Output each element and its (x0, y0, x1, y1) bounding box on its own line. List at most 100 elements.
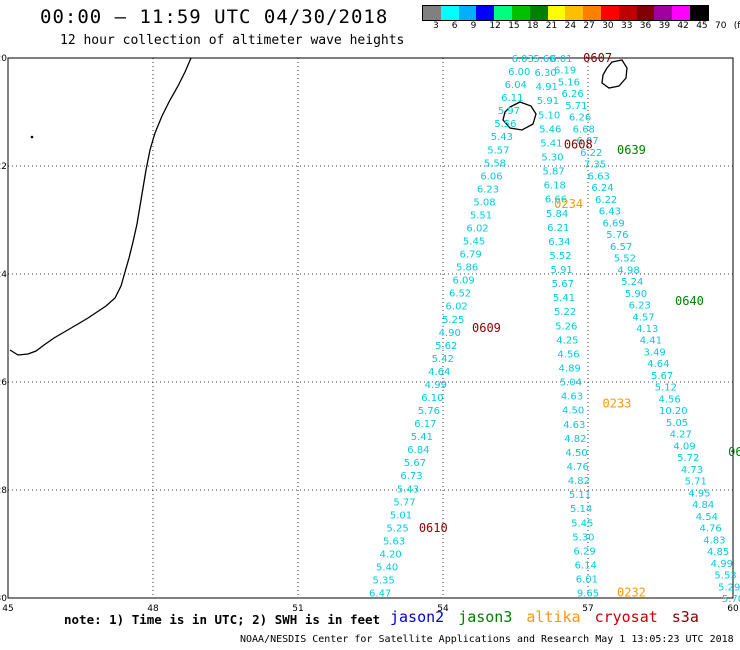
wave-height-value: 6.02 (446, 302, 468, 313)
scale-label: 39 (658, 21, 671, 31)
wave-height-value: 5.67 (552, 279, 574, 290)
scale-label: 15 (508, 21, 520, 31)
lon-tick-label: 48 (147, 604, 159, 614)
track-altika-0234-0233-0232: 5.68 6.30 4.91 5.91 5.10 5.46 5.41 5.30 5.87 6.18… (533, 54, 599, 600)
scale-swatch (529, 6, 548, 20)
wave-height-value: 4.91 (536, 82, 558, 93)
wave-height-value: 5.70 (722, 594, 740, 605)
wave-height-value: 4.85 (707, 547, 729, 558)
wave-height-value: 5.58 (484, 158, 506, 169)
scale-label: (ft) (733, 21, 740, 31)
wave-height-value: 5.11 (569, 490, 591, 501)
wave-height-value: 6.52 (449, 289, 471, 300)
wave-height-value: 5.76 (606, 230, 628, 241)
wave-height-value: 4.99 (425, 380, 447, 391)
wave-height-value: 6.69 (603, 218, 625, 229)
wave-height-value: 4.83 (703, 535, 725, 546)
wave-height-value: 5.25 (386, 523, 408, 534)
wave-height-value: 5.68 (533, 54, 555, 65)
footer-credit: NOAA/NESDIS Center for Satellite Applica… (240, 634, 734, 645)
wave-height-value: 6.02 (466, 224, 488, 235)
scale-swatch (511, 6, 530, 20)
scale-swatch (654, 6, 673, 20)
scale-swatch (547, 6, 566, 20)
wave-height-value: 5.24 (621, 277, 643, 288)
wave-height-value: 6.57 (610, 242, 632, 253)
pass-label: 0233 (603, 397, 632, 411)
wave-height-value: 5.04 (560, 378, 582, 389)
wave-height-value: 6.18 (544, 181, 566, 192)
wave-height-value: 6.11 (501, 93, 523, 104)
wave-height-value: 4.76 (699, 524, 721, 535)
wave-height-value: 6.26 (569, 113, 591, 124)
wave-height-value: 6.30 (535, 68, 557, 79)
wave-height-value: 5.91 (537, 96, 559, 107)
wave-height-value: 6.01 (550, 54, 572, 65)
wave-height-value: 6.19 (554, 66, 576, 77)
altimeter-tracks: 6.03 6.00 6.04 6.11 5.97 5.56 5.43 5.57 5.58 6.06… (369, 54, 740, 605)
legend-item-s3a: s3a (671, 608, 699, 626)
wave-height-value: 5.71 (565, 101, 587, 112)
wave-height-value: 5.77 (393, 497, 415, 508)
scale-swatch (476, 6, 495, 20)
wave-height-value: 5.46 (539, 124, 561, 135)
pass-labels: 0607 0608 0639 0234 0640 0609 0233 0641 0610 0232 (419, 51, 740, 600)
wave-height-value: 5.42 (432, 354, 454, 365)
wave-height-value: 5.41 (411, 432, 433, 443)
scale-label: 12 (489, 21, 501, 31)
wave-height-value: 5.52 (549, 251, 571, 262)
wave-height-value: 5.41 (553, 293, 575, 304)
wave-height-value: 4.56 (658, 394, 680, 405)
wave-height-value: 5.26 (555, 321, 577, 332)
wave-height-value: 6.26 (561, 89, 583, 100)
wave-height-value: 5.43 (491, 132, 513, 143)
scale-swatch (494, 6, 512, 20)
scale-swatch (458, 6, 477, 20)
wave-height-value: 6.34 (548, 237, 570, 248)
lon-tick-label: 51 (292, 604, 303, 614)
madagascar-coastline (9, 57, 192, 356)
wave-height-value: 6.84 (407, 445, 429, 456)
wave-height-value: 5.90 (625, 289, 647, 300)
wave-height-value: 5.67 (651, 371, 673, 382)
wave-height-value: 6.68 (573, 124, 595, 135)
wave-height-value: 5.45 (463, 237, 485, 248)
wave-height-value: 5.16 (558, 77, 580, 88)
wave-height-value: 4.82 (564, 434, 586, 445)
scale-swatch (583, 6, 601, 20)
wave-height-value: 4.73 (681, 465, 703, 476)
scale-swatch (636, 6, 655, 20)
pass-label: 0641 (728, 445, 740, 459)
wave-height-value: 4.84 (692, 500, 714, 511)
wave-height-value: 5.01 (390, 510, 412, 521)
wave-height-value: 4.89 (559, 364, 581, 375)
wave-height-value: 6.07 (576, 136, 598, 147)
scale-label: 24 (564, 21, 577, 31)
mauritius-coastline (601, 59, 628, 89)
wave-height-value: 4.90 (439, 328, 461, 339)
wave-height-value: 4.20 (379, 549, 401, 560)
wave-height-value: 6.01 (576, 575, 598, 586)
scale-label: 30 (602, 21, 614, 31)
wave-height-value: 6.22 (580, 148, 602, 159)
wave-height-value: 6.04 (505, 80, 527, 91)
lat-tick-label: -26 (0, 378, 7, 388)
lat-tick-label: -22 (0, 162, 7, 172)
wave-height-value: 5.25 (442, 315, 464, 326)
legend-item-cryosat: cryosat (594, 608, 658, 626)
lon-tick-label: 60 (727, 604, 739, 614)
wave-height-value: 4.50 (562, 406, 584, 417)
scale-swatch (565, 6, 584, 20)
scale-swatch (423, 6, 441, 20)
wave-height-value: 6.06 (480, 171, 502, 182)
lat-tick-label: -30 (0, 594, 7, 604)
scale-label: 18 (527, 21, 539, 31)
wave-height-value: 5.57 (487, 145, 509, 156)
wave-height-value: 5.41 (540, 138, 562, 149)
wave-height-value: 6.43 (599, 207, 621, 218)
wave-height-value: 5.84 (546, 209, 568, 220)
scale-label: 6 (451, 21, 458, 31)
wave-height-value: 7.35 (584, 160, 606, 171)
